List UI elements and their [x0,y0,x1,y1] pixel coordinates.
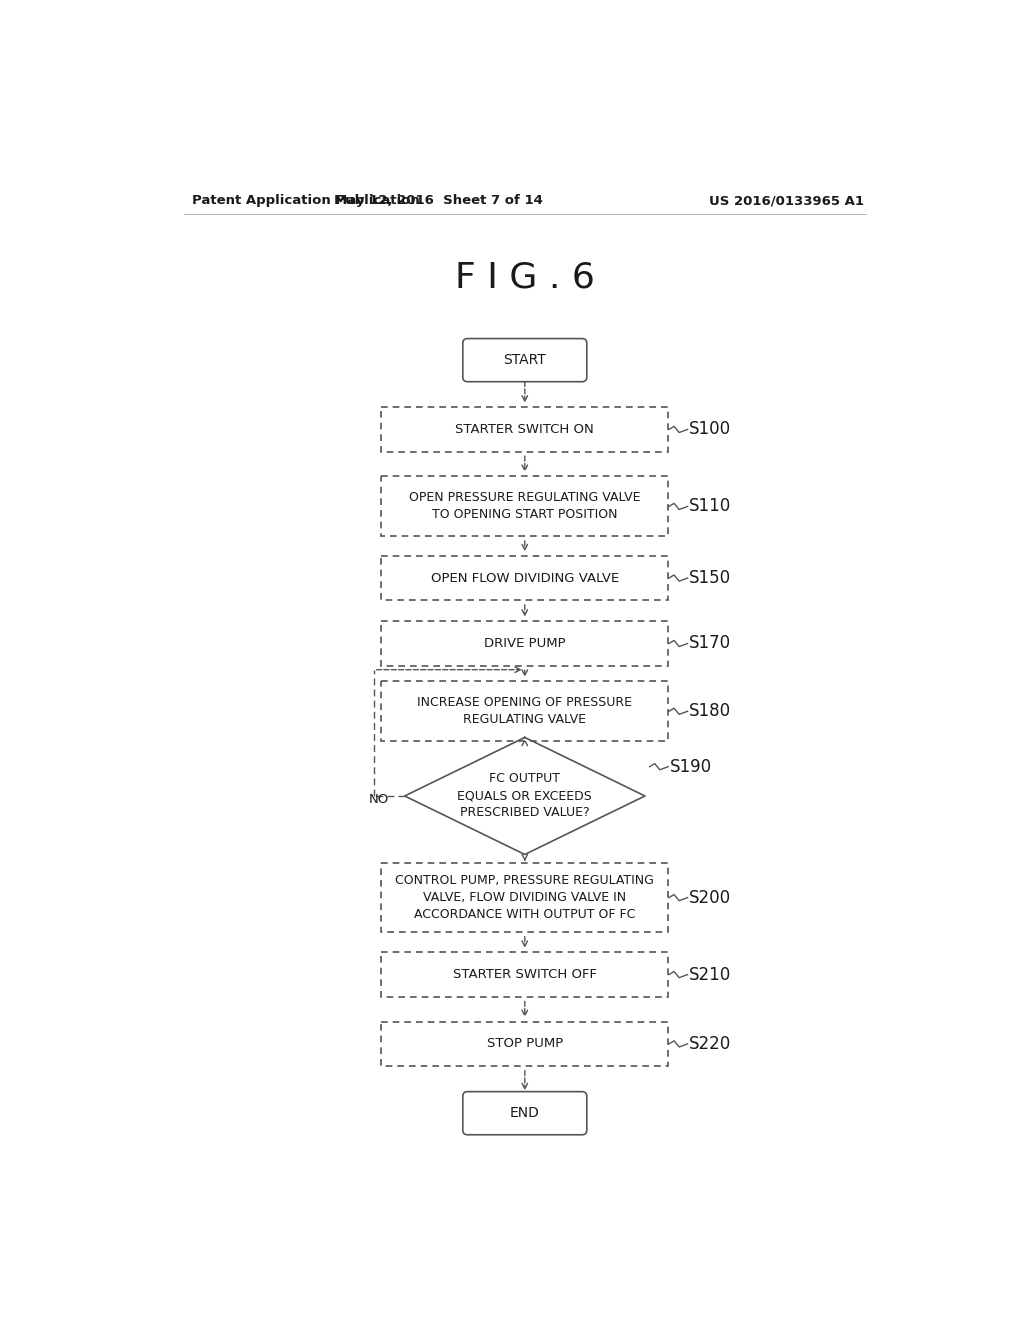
Text: US 2016/0133965 A1: US 2016/0133965 A1 [710,194,864,207]
Text: S190: S190 [670,758,712,776]
Text: INCREASE OPENING OF PRESSURE
REGULATING VALVE: INCREASE OPENING OF PRESSURE REGULATING … [418,696,632,726]
Text: YES: YES [532,863,557,876]
Text: FC OUTPUT
EQUALS OR EXCEEDS
PRESCRIBED VALUE?: FC OUTPUT EQUALS OR EXCEEDS PRESCRIBED V… [458,772,592,820]
FancyBboxPatch shape [463,1092,587,1135]
Text: OPEN FLOW DIVIDING VALVE: OPEN FLOW DIVIDING VALVE [431,572,618,585]
Bar [381,1022,669,1067]
Text: CONTROL PUMP, PRESSURE REGULATING
VALVE, FLOW DIVIDING VALVE IN
ACCORDANCE WITH : CONTROL PUMP, PRESSURE REGULATING VALVE,… [395,874,654,921]
Text: START: START [504,354,546,367]
Bar [381,556,669,601]
Text: DRIVE PUMP: DRIVE PUMP [484,638,565,649]
Text: Patent Application Publication: Patent Application Publication [191,194,419,207]
Bar [381,863,669,932]
FancyBboxPatch shape [463,339,587,381]
Text: S110: S110 [689,498,731,515]
Text: S150: S150 [689,569,731,587]
Text: S210: S210 [689,966,731,983]
Text: S220: S220 [689,1035,731,1053]
Text: STOP PUMP: STOP PUMP [486,1038,563,1051]
Text: S200: S200 [689,888,731,907]
Polygon shape [404,738,645,854]
Text: OPEN PRESSURE REGULATING VALVE
TO OPENING START POSITION: OPEN PRESSURE REGULATING VALVE TO OPENIN… [409,491,641,521]
Text: S180: S180 [689,702,731,721]
Bar [381,952,669,997]
Bar [381,681,669,742]
Text: STARTER SWITCH ON: STARTER SWITCH ON [456,422,594,436]
Text: S100: S100 [689,421,731,438]
Text: May 12, 2016  Sheet 7 of 14: May 12, 2016 Sheet 7 of 14 [334,194,543,207]
Bar [381,407,669,451]
Bar [381,622,669,665]
Text: F I G . 6: F I G . 6 [455,261,595,294]
Text: NO: NO [369,793,389,807]
Text: S170: S170 [689,635,731,652]
Text: STARTER SWITCH OFF: STARTER SWITCH OFF [453,968,597,981]
Text: END: END [510,1106,540,1121]
Bar [381,477,669,536]
